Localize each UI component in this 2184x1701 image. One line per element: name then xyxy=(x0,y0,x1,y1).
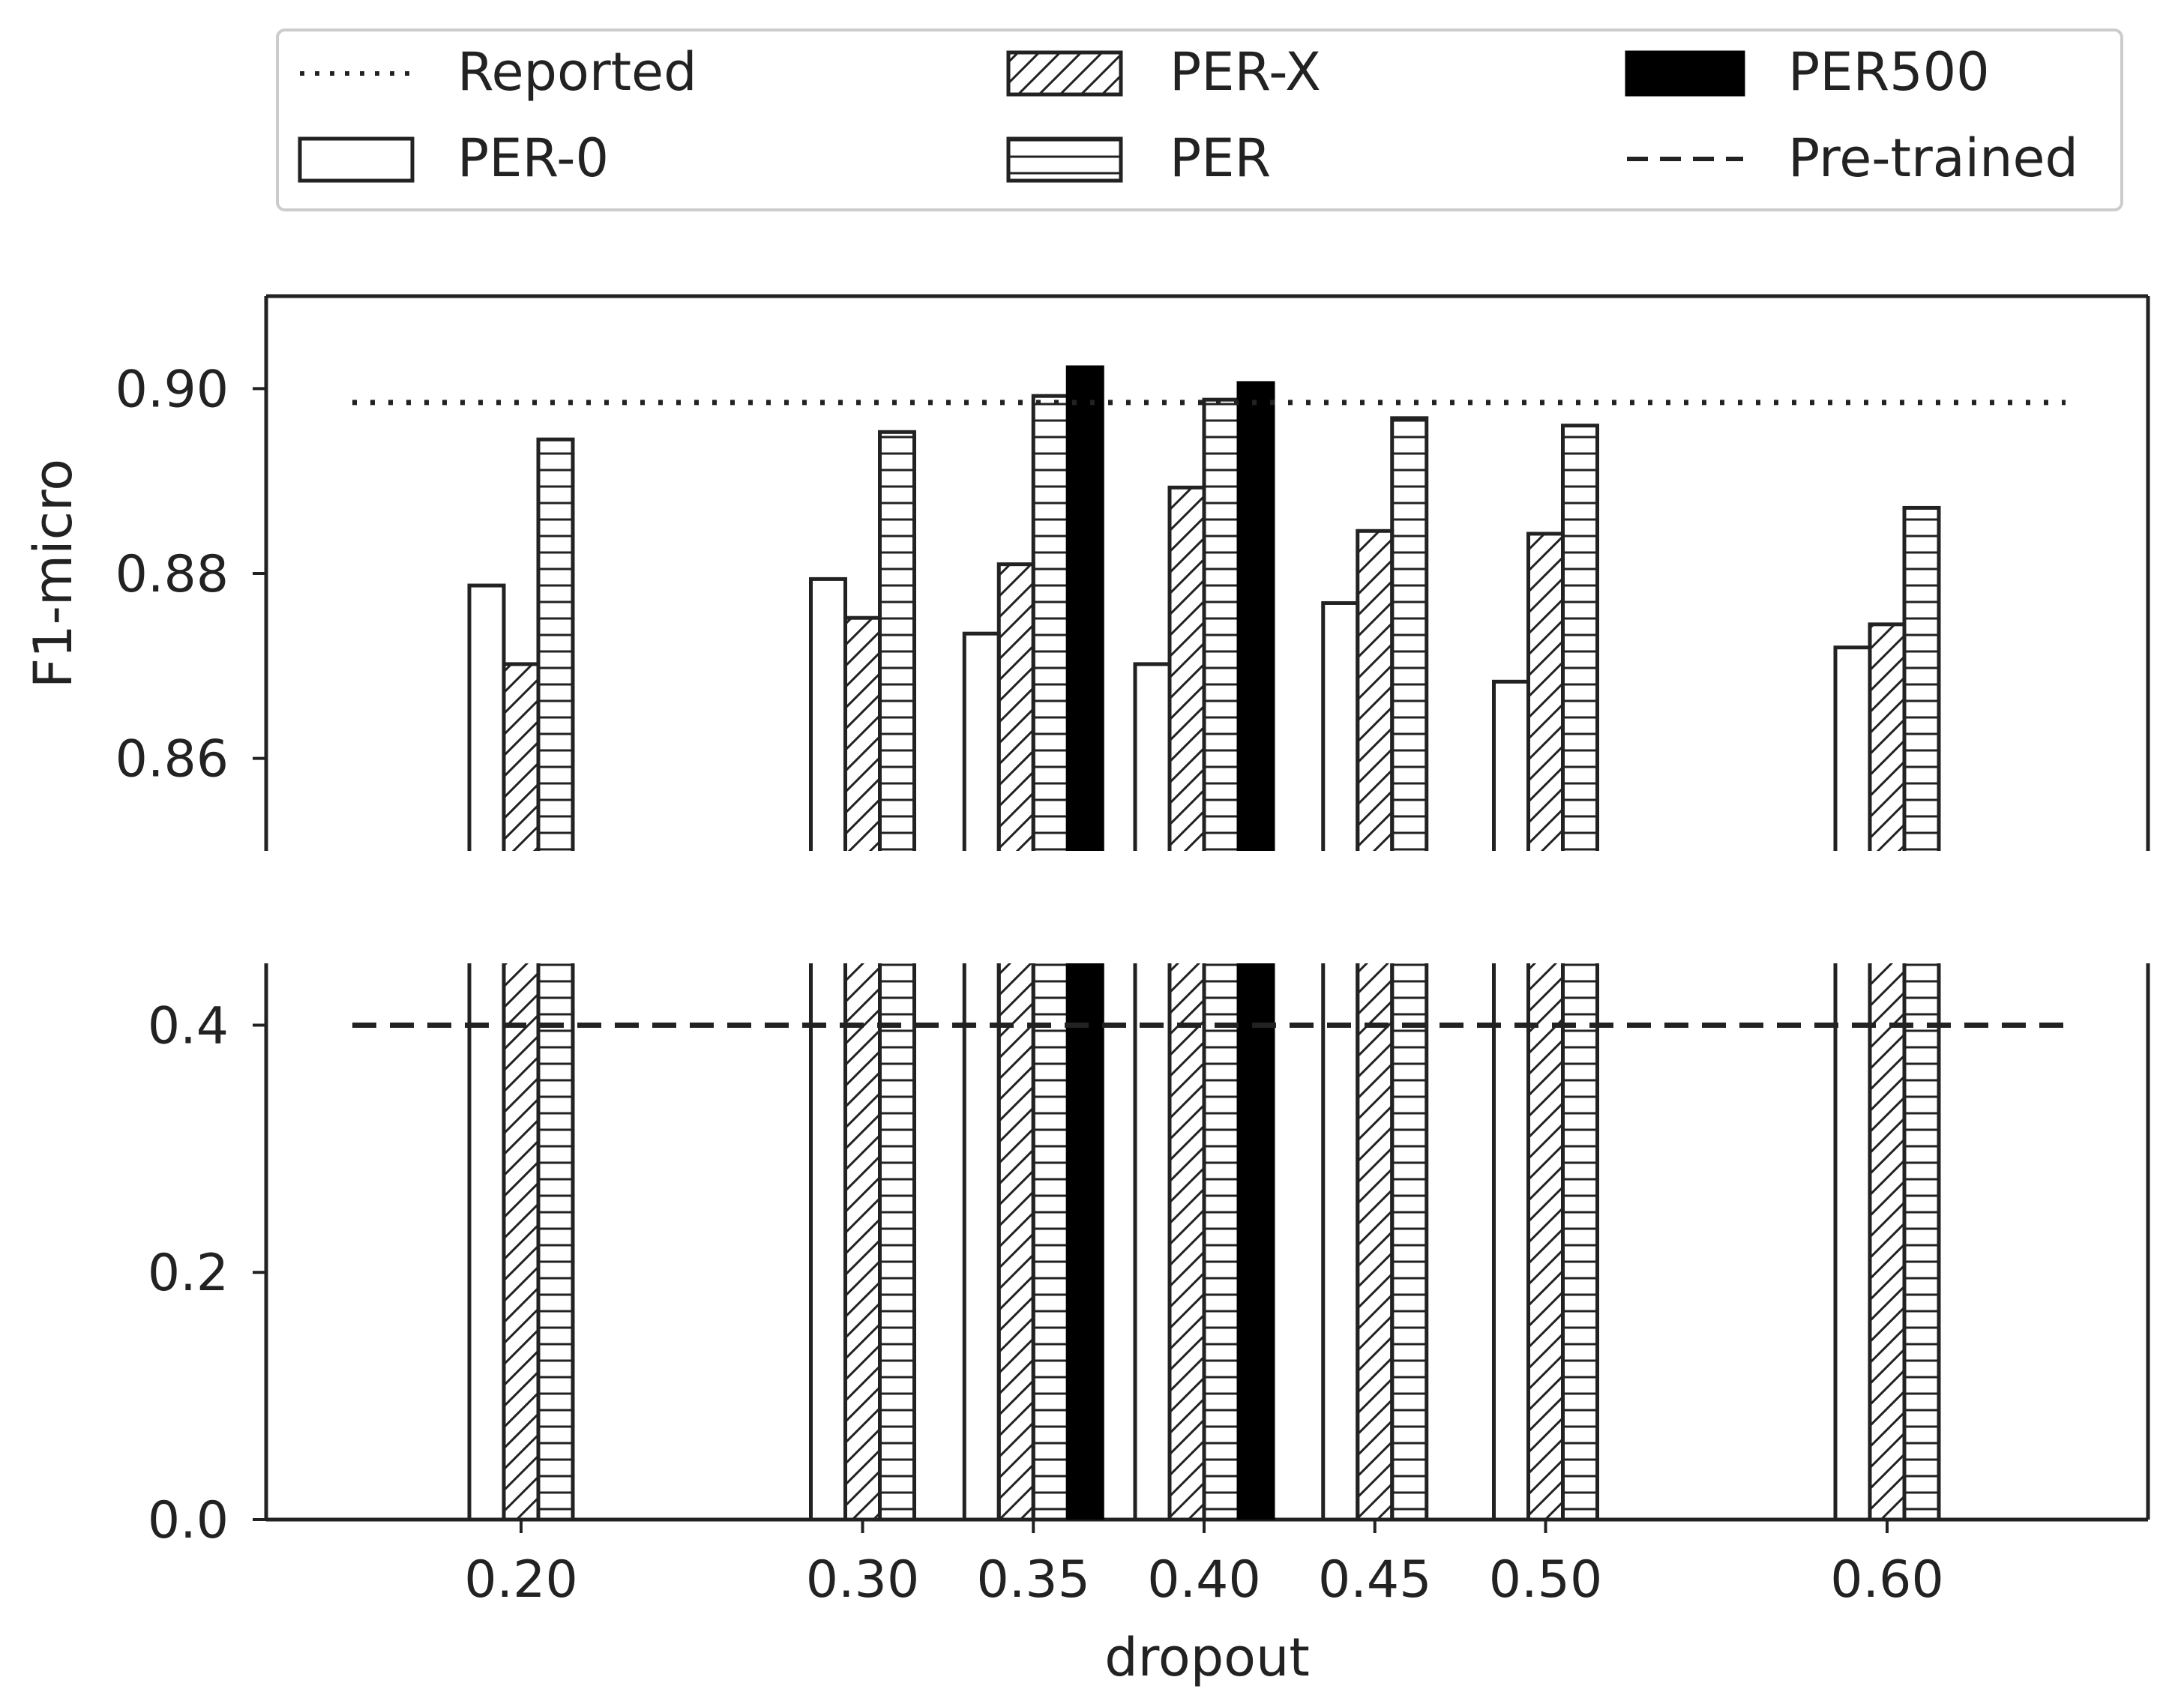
bar-per-0-0.30-lower xyxy=(809,963,847,1520)
bar-per-0.35-lower xyxy=(1031,963,1070,1520)
bar-per-0-0.35-upper xyxy=(962,631,1001,851)
bar-per-x-0.40-upper xyxy=(1167,485,1206,851)
bars-upper xyxy=(467,365,1941,851)
legend-per-0-label: PER-0 xyxy=(457,127,609,189)
x-tick-label-0.60: 0.60 xyxy=(1830,1550,1943,1610)
bar-per-0.45-upper xyxy=(1390,416,1429,851)
bar-per-0-0.20-lower xyxy=(467,963,506,1520)
y-tick-label-0.88: 0.88 xyxy=(115,545,229,604)
bar-per-x-0.45-lower xyxy=(1356,963,1395,1520)
bar-per-0.40-upper xyxy=(1202,397,1241,851)
bar-per-0.60-upper xyxy=(1902,505,1941,851)
bar-per-0-0.40-lower xyxy=(1133,963,1172,1520)
legend-per-label: PER xyxy=(1170,127,1271,189)
x-tick-label-0.40: 0.40 xyxy=(1147,1550,1260,1610)
y-tick-label-0.2: 0.2 xyxy=(148,1244,229,1303)
bar-per500-0.40-lower xyxy=(1236,963,1275,1520)
bar-per-x-0.60-upper xyxy=(1868,622,1907,851)
bar-per-0.50-upper xyxy=(1561,424,1599,851)
legend-per-x-swatch xyxy=(1006,50,1123,97)
bars-lower xyxy=(467,963,1941,1520)
bar-per-0.30-lower xyxy=(878,963,916,1520)
bar-per-0.35-upper xyxy=(1031,394,1070,851)
x-tick-label-0.45: 0.45 xyxy=(1318,1550,1431,1610)
bar-per-0-0.50-lower xyxy=(1492,963,1530,1520)
bar-per-0.20-upper xyxy=(536,437,575,851)
bar-per-x-0.35-upper xyxy=(996,562,1035,851)
x-tick-label-0.30: 0.30 xyxy=(806,1550,919,1610)
legend-per-x-label: PER-X xyxy=(1170,41,1321,103)
y-tick-label-0.0: 0.0 xyxy=(148,1491,229,1550)
bar-per-x-0.50-lower xyxy=(1526,963,1565,1520)
bar-per-x-0.60-lower xyxy=(1868,963,1907,1520)
bar-per-0-0.35-lower xyxy=(962,963,1001,1520)
x-tick-label-0.35: 0.35 xyxy=(977,1550,1090,1610)
legend-per500-swatch xyxy=(1625,50,1745,97)
bar-per-x-0.35-lower xyxy=(996,963,1035,1520)
bar-per-0.20-lower xyxy=(536,963,575,1520)
bar-per-0-0.60-lower xyxy=(1833,963,1872,1520)
bar-per-x-0.50-upper xyxy=(1526,532,1565,851)
bar-per-x-0.30-upper xyxy=(843,615,882,851)
bar-per-0-0.30-upper xyxy=(809,576,847,851)
bar-per-0-0.45-lower xyxy=(1321,963,1360,1520)
x-tick-label-0.50: 0.50 xyxy=(1489,1550,1602,1610)
legend-per-swatch xyxy=(1006,136,1123,183)
legend-per-0-swatch xyxy=(298,136,415,183)
legend-pre-trained-label: Pre-trained xyxy=(1788,127,2078,189)
x-axis-label: dropout xyxy=(1104,1627,1310,1688)
bar-per500-0.40-upper xyxy=(1236,381,1275,851)
bar-per-x-0.20-lower xyxy=(502,963,541,1520)
reference-lines xyxy=(352,400,2066,1028)
bar-per-0-0.50-upper xyxy=(1492,679,1530,851)
legend-reported-label: Reported xyxy=(457,41,697,103)
bar-per-0-0.60-upper xyxy=(1833,645,1872,851)
bar-per-x-0.20-upper xyxy=(502,662,541,851)
axis-ticks: 0.86 0.88 0.90 0.0 0.2 0.4 0.20 0.30 0.35 0.40 0.4… xyxy=(115,360,1944,1610)
y-axis-label: F1-micro xyxy=(22,459,84,688)
y-tick-label-0.4: 0.4 xyxy=(148,996,229,1056)
bar-per-x-0.30-lower xyxy=(843,963,882,1520)
bar-per-0-0.20-upper xyxy=(467,583,506,851)
y-tick-label-0.86: 0.86 xyxy=(115,730,229,789)
bar-per-0.45-lower xyxy=(1390,963,1429,1520)
bar-per500-0.35-upper xyxy=(1065,365,1104,851)
bar-per-0.30-upper xyxy=(878,430,916,851)
x-tick-label-0.20: 0.20 xyxy=(464,1550,577,1610)
bar-per-0-0.40-upper xyxy=(1133,662,1172,851)
y-tick-label-0.90: 0.90 xyxy=(115,360,229,419)
bar-per-0.50-lower xyxy=(1561,963,1599,1520)
legend: Reported PER-X PER500 PER-0 PER Pre-trai… xyxy=(276,28,2123,211)
legend-per500-label: PER500 xyxy=(1788,41,1990,103)
bar-per-0.60-lower xyxy=(1902,963,1941,1520)
bar-per-0-0.45-upper xyxy=(1321,600,1360,851)
bar-per-x-0.40-lower xyxy=(1167,963,1206,1520)
bar-per500-0.35-lower xyxy=(1065,963,1104,1520)
bar-per-x-0.45-upper xyxy=(1356,529,1395,851)
bar-per-0.40-lower xyxy=(1202,963,1241,1520)
